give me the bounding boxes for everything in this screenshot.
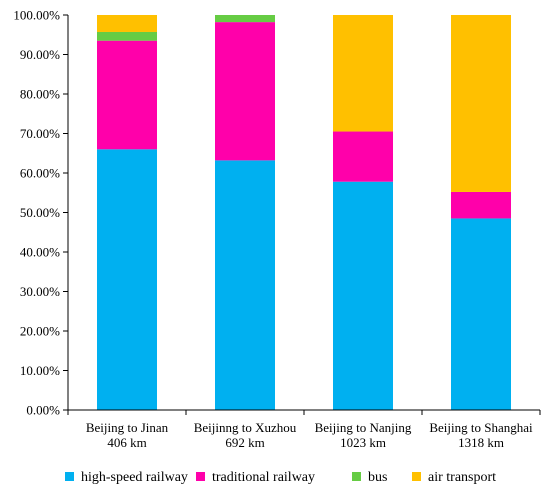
y-tick-label: 60.00% <box>20 166 60 181</box>
bar-segment-traditional-railway-1 <box>215 22 275 161</box>
bar-segment-traditional-railway-2 <box>333 131 393 182</box>
bar-segment-bus-0 <box>97 31 157 41</box>
bar-segment-high-speed-railway-0 <box>97 149 157 411</box>
y-tick-label: 10.00% <box>20 363 60 378</box>
bar-segment-air-transport-2 <box>333 15 393 132</box>
y-tick-label: 20.00% <box>20 324 60 339</box>
y-tick-label: 40.00% <box>20 245 60 260</box>
legend-swatch <box>65 472 74 481</box>
legend: high-speed railway traditional railway bus… <box>65 470 496 485</box>
x-category-label: 406 km <box>107 435 146 450</box>
y-tick-label: 100.00% <box>13 8 60 23</box>
legend-label: traditional railway <box>212 470 315 485</box>
y-tick-label: 80.00% <box>20 87 60 102</box>
y-tick-label: 90.00% <box>20 47 60 62</box>
x-category-label: Beijing to Nanjing <box>315 420 412 435</box>
y-tick-label: 0.00% <box>26 403 60 418</box>
legend-swatch <box>196 472 205 481</box>
x-category-label: Beijing to Shanghai <box>429 420 533 435</box>
y-tick-label: 30.00% <box>20 284 60 299</box>
x-category-label: Beijinng to Xuzhou <box>194 420 297 435</box>
legend-label: bus <box>368 470 387 485</box>
legend-label: air transport <box>428 470 496 485</box>
x-category-label: Beijing to Jinan <box>86 420 169 435</box>
x-category-label: 692 km <box>225 435 264 450</box>
bar-segment-traditional-railway-3 <box>451 191 511 219</box>
bar-segment-air-transport-3 <box>451 15 511 192</box>
legend-swatch <box>412 472 421 481</box>
y-tick-label: 70.00% <box>20 126 60 141</box>
y-axis: 0.00% 10.00% 20.00% 30.00% 40.00% 50.00% 60.00… <box>13 8 69 418</box>
bar-segment-traditional-railway-0 <box>97 40 157 150</box>
bar-segment-air-transport-0 <box>97 15 157 32</box>
bar-segment-high-speed-railway-1 <box>215 160 275 410</box>
legend-label: high-speed railway <box>81 470 188 485</box>
bar-segment-bus-1 <box>215 15 275 23</box>
x-category-label: 1318 km <box>458 435 504 450</box>
bar-segment-high-speed-railway-3 <box>451 218 511 410</box>
x-category-label: 1023 km <box>340 435 386 450</box>
bar-marks <box>97 15 511 411</box>
y-tick-label: 50.00% <box>20 205 60 220</box>
legend-swatch <box>352 472 361 481</box>
bar-segment-high-speed-railway-2 <box>333 181 393 410</box>
